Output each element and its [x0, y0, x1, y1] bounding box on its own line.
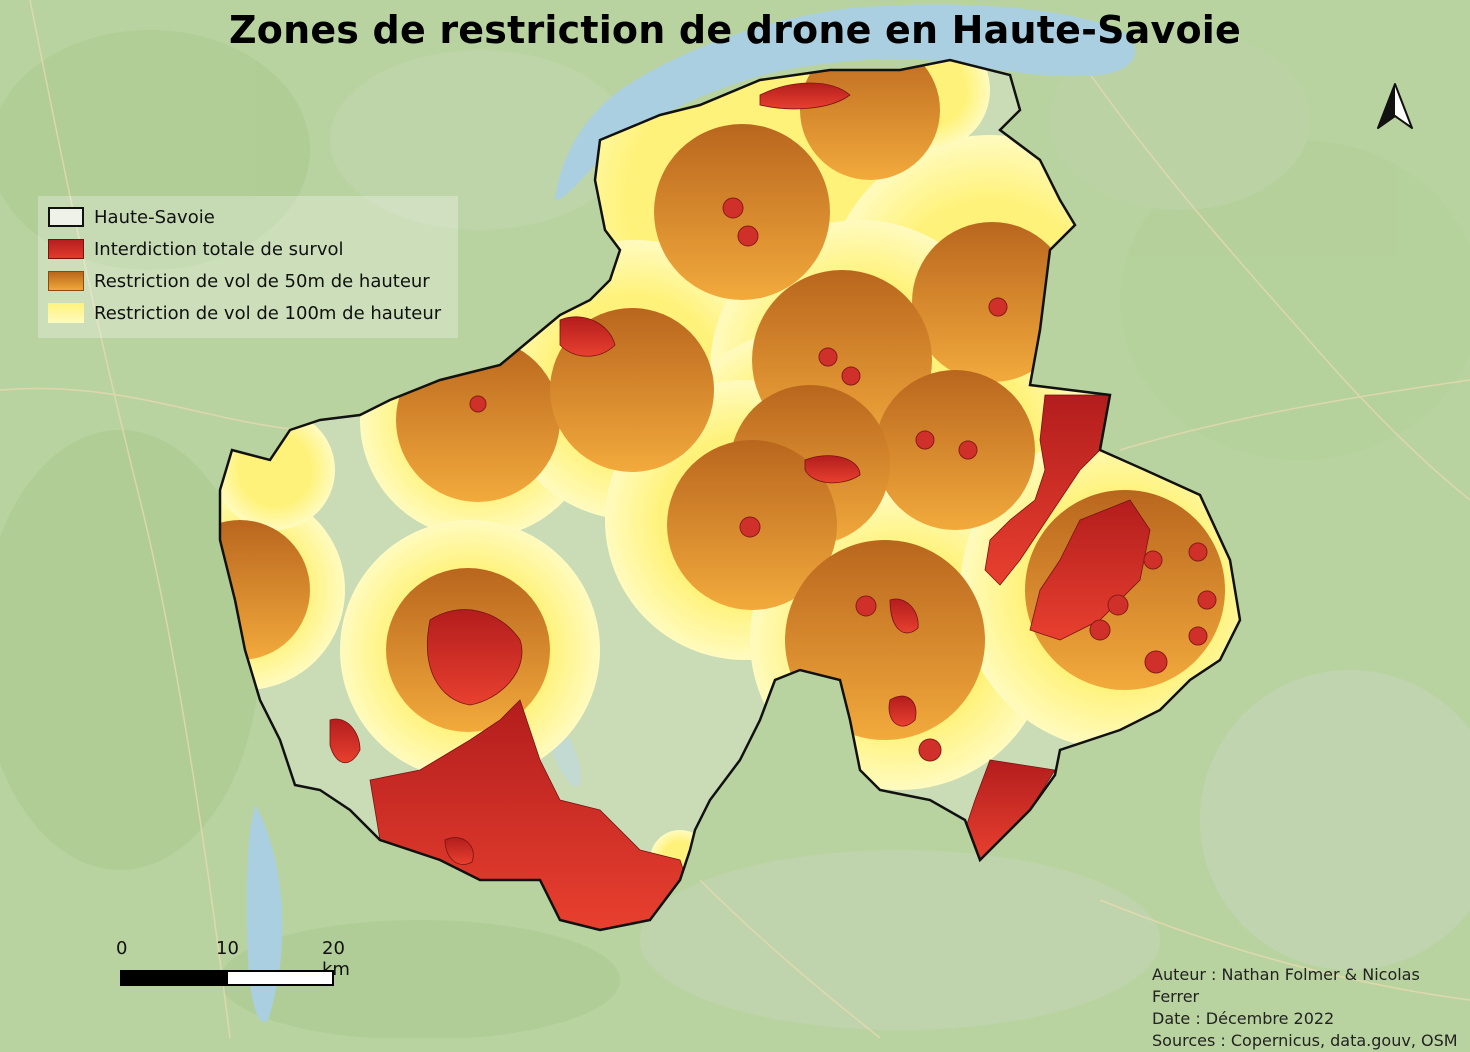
legend-swatch-50m: [48, 271, 84, 291]
credits: Auteur : Nathan Folmer & Nicolas Ferrer …: [1152, 964, 1468, 1052]
legend-label: Restriction de vol de 50m de hauteur: [94, 270, 430, 292]
legend-swatch-interdiction: [48, 239, 84, 259]
credits-date: Date : Décembre 2022: [1152, 1009, 1335, 1028]
legend-swatch-department: [48, 207, 84, 227]
legend-swatch-100m: [48, 303, 84, 323]
point-zones: [469, 197, 1217, 762]
zones-interdiction: [329, 82, 1151, 930]
legend-label: Interdiction totale de survol: [94, 238, 344, 260]
legend-label: Haute-Savoie: [94, 206, 215, 228]
legend: Haute-Savoie Interdiction totale de surv…: [38, 196, 458, 338]
scale-label-0: 0: [116, 938, 128, 959]
legend-item-50m: Restriction de vol de 50m de hauteur: [48, 268, 430, 294]
map-title: Zones de restriction de drone en Haute-S…: [229, 8, 1241, 52]
credits-sources: Sources : Copernicus, data.gouv, OSM: [1152, 1031, 1458, 1050]
legend-item-100m: Restriction de vol de 100m de hauteur: [48, 300, 441, 326]
terrain-texture: [0, 30, 1470, 1038]
legend-item-haute-savoie: Haute-Savoie: [48, 204, 215, 230]
legend-label: Restriction de vol de 100m de hauteur: [94, 302, 442, 324]
credits-author: Auteur : Nathan Folmer & Nicolas Ferrer: [1152, 965, 1420, 1006]
scale-segment-black: [120, 970, 228, 986]
scale-segment-white: [226, 970, 334, 986]
scale-bar: 0 10 20 km: [116, 938, 350, 994]
north-arrow-icon: [1377, 83, 1413, 129]
lake-bourget: [246, 805, 283, 1022]
scale-label-10: 10: [216, 938, 239, 959]
haute-savoie-outline: [218, 58, 1242, 932]
lake-leman: [555, 4, 1136, 201]
legend-item-interdiction: Interdiction totale de survol: [48, 236, 344, 262]
